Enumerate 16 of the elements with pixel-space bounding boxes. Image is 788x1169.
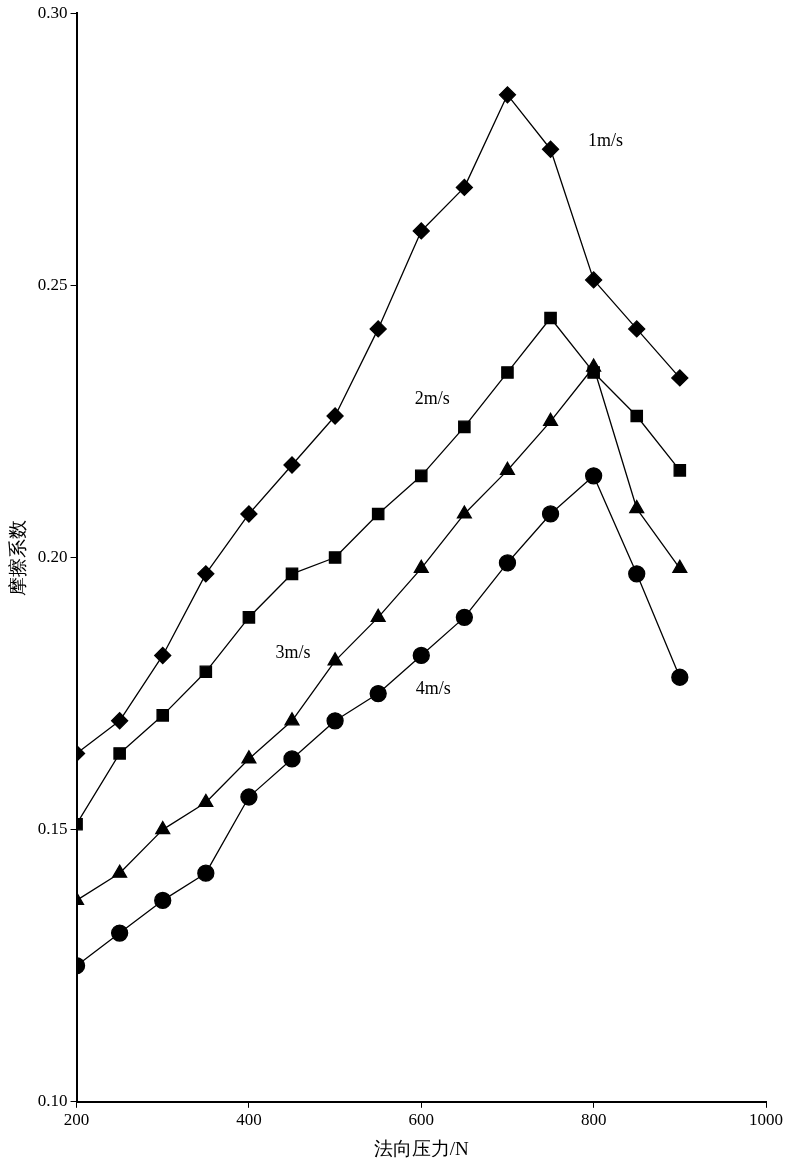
x-axis-title: 法向压力/N — [373, 1137, 470, 1159]
y-tick-label: 0.10 — [37, 1091, 68, 1111]
series-label: 3m/s — [275, 641, 311, 662]
x-tick-label: 200 — [63, 1110, 90, 1130]
series-label: 1m/s — [588, 130, 624, 151]
y-tick-label: 0.15 — [37, 819, 68, 839]
x-tick-label: 800 — [580, 1110, 607, 1130]
series-label: 4m/s — [415, 678, 451, 699]
x-tick-label: 600 — [408, 1110, 435, 1130]
y-tick-label: 0.30 — [37, 2, 68, 22]
x-tick-label: 400 — [236, 1110, 262, 1130]
series-label: 2m/s — [414, 387, 450, 408]
y-tick-label: 0.20 — [37, 546, 68, 566]
y-axis-title: 摩擦系数 — [7, 519, 29, 596]
x-tick-label: 1000 — [749, 1110, 783, 1130]
y-tick-label: 0.25 — [37, 274, 68, 294]
